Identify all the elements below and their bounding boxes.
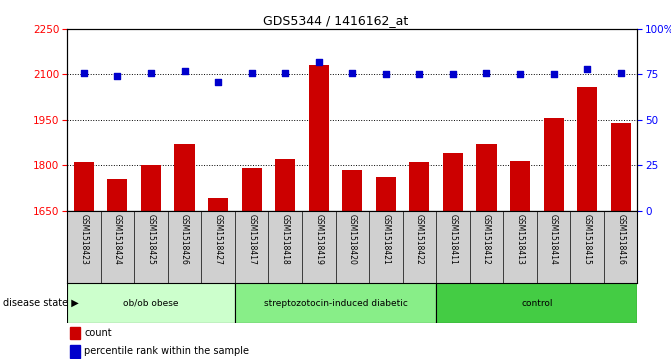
Text: GSM1518417: GSM1518417 — [247, 214, 256, 265]
Bar — [275, 159, 295, 211]
Text: GSM1518412: GSM1518412 — [482, 214, 491, 265]
Text: GSM1518423: GSM1518423 — [79, 214, 89, 265]
Text: count: count — [85, 328, 112, 338]
Text: ob/ob obese: ob/ob obese — [123, 299, 178, 307]
Bar — [242, 168, 262, 211]
Bar — [443, 153, 463, 211]
Point — [246, 70, 257, 76]
Bar — [107, 179, 127, 211]
Text: disease state ▶: disease state ▶ — [3, 298, 79, 308]
Bar — [174, 144, 195, 211]
Text: GSM1518427: GSM1518427 — [213, 214, 223, 265]
Point — [280, 70, 291, 76]
Text: GSM1518425: GSM1518425 — [146, 214, 156, 265]
Point — [347, 70, 358, 76]
Text: GSM1518414: GSM1518414 — [549, 214, 558, 265]
Text: percentile rank within the sample: percentile rank within the sample — [85, 346, 249, 356]
Bar — [476, 144, 497, 211]
Bar — [309, 65, 329, 211]
Bar — [409, 162, 429, 211]
Bar — [544, 118, 564, 211]
Text: GSM1518420: GSM1518420 — [348, 214, 357, 265]
Point — [313, 59, 324, 65]
Point — [582, 66, 592, 72]
Point — [414, 72, 425, 77]
Text: streptozotocin-induced diabetic: streptozotocin-induced diabetic — [264, 299, 407, 307]
Bar — [70, 327, 80, 339]
Point — [615, 70, 626, 76]
Bar — [510, 160, 530, 211]
Point — [112, 73, 123, 79]
Point — [481, 70, 492, 76]
Point — [213, 79, 223, 85]
Text: GSM1518413: GSM1518413 — [515, 214, 525, 265]
Point — [146, 70, 156, 76]
Bar — [577, 86, 597, 211]
Bar — [67, 283, 235, 323]
Point — [79, 70, 89, 76]
Text: GSM1518422: GSM1518422 — [415, 214, 424, 265]
Bar — [342, 170, 362, 211]
Bar — [436, 283, 637, 323]
Bar — [376, 177, 396, 211]
Text: GSM1518415: GSM1518415 — [582, 214, 592, 265]
Text: GSM1518418: GSM1518418 — [280, 214, 290, 265]
Text: GSM1518416: GSM1518416 — [616, 214, 625, 265]
Text: GSM1518419: GSM1518419 — [314, 214, 323, 265]
Bar — [70, 345, 80, 358]
Text: GDS5344 / 1416162_at: GDS5344 / 1416162_at — [263, 15, 408, 28]
Bar — [611, 123, 631, 211]
Bar — [74, 162, 94, 211]
Point — [380, 72, 391, 77]
Text: GSM1518424: GSM1518424 — [113, 214, 122, 265]
Text: GSM1518411: GSM1518411 — [448, 214, 458, 265]
Text: GSM1518421: GSM1518421 — [381, 214, 391, 265]
Bar — [235, 283, 436, 323]
Bar — [208, 199, 228, 211]
Text: control: control — [521, 299, 552, 307]
Point — [548, 72, 559, 77]
Point — [179, 68, 190, 74]
Text: GSM1518426: GSM1518426 — [180, 214, 189, 265]
Bar — [141, 165, 161, 211]
Point — [515, 72, 525, 77]
Point — [448, 72, 458, 77]
